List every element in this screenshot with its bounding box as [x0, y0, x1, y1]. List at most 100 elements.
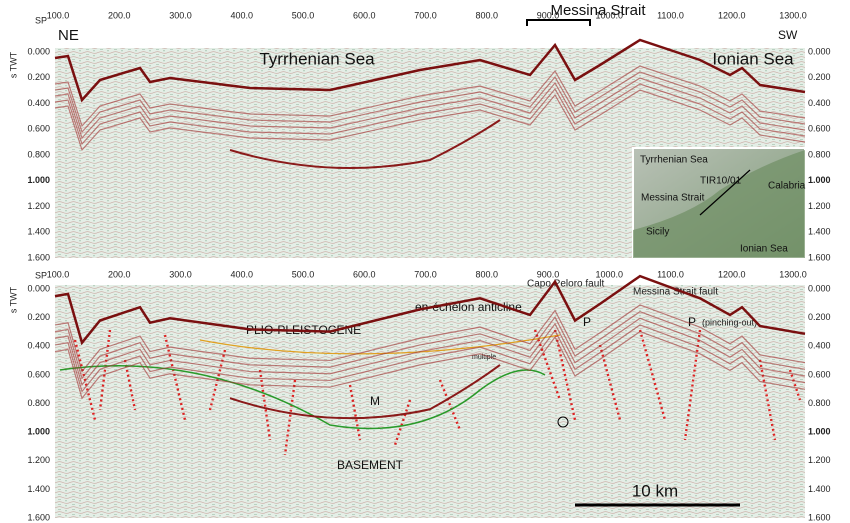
y-tick-label: 1.000: [27, 175, 50, 185]
y-tick-label: 1.200: [27, 455, 50, 465]
annotation: multiple: [472, 354, 496, 361]
header-title: Messina Strait: [550, 2, 646, 19]
reflector: [54, 274, 806, 346]
y-tick-label: 0.600: [808, 369, 831, 379]
y-tick-label: 0.200: [27, 72, 50, 82]
y-tick-label: 1.600: [808, 512, 831, 522]
y-tick-label: 0.000: [27, 46, 50, 56]
x-tick-label: 500.0: [292, 10, 315, 20]
reflector: [54, 330, 806, 400]
y-tick-label: 0.400: [27, 98, 50, 108]
reflector: [54, 83, 806, 146]
reflector: [54, 317, 806, 387]
y-tick-label: 1.200: [808, 455, 831, 465]
y-tick-label: 1.600: [27, 512, 50, 522]
y-tick-label: 0.600: [808, 124, 831, 134]
reflector: [54, 71, 806, 134]
reflector: [54, 65, 806, 128]
y-tick-label: 1.000: [808, 427, 831, 437]
x-tick-label: 1000.0: [595, 10, 623, 20]
y-tick-label: 0.800: [27, 149, 50, 159]
y-tick-label: 1.600: [27, 252, 50, 262]
y-tick-label: 1.000: [27, 427, 50, 437]
inset-map: Tyrrhenian Sea TIR10/01 Calabria Messina…: [632, 147, 806, 259]
y-tick-label: 0.200: [808, 72, 831, 82]
reflector: [229, 119, 501, 169]
strike-slip-symbol: [557, 416, 569, 428]
y-tick-label: 0.800: [808, 149, 831, 159]
x-tick-label: 800.0: [475, 269, 498, 279]
x-tick-label: 1200.0: [718, 269, 746, 279]
annotation: BASEMENT: [337, 458, 404, 472]
region-label: Ionian Sea: [712, 49, 794, 68]
y-tick-label: 1.400: [27, 484, 50, 494]
y-tick-label: 1.400: [808, 484, 831, 494]
x-tick-label: 600.0: [353, 269, 376, 279]
x-tick-label: 1000.0: [595, 269, 623, 279]
reflector: [54, 310, 806, 380]
reflector: [54, 324, 806, 393]
inset-label: TIR10/01: [700, 176, 742, 187]
x-tick-label: 1300.0: [779, 269, 807, 279]
x-tick-label: 700.0: [414, 10, 437, 20]
sp-label: SP: [35, 270, 47, 280]
inset-label: Ionian Sea: [740, 244, 788, 255]
x-tick-label: 100.0: [47, 269, 70, 279]
bracket: [526, 19, 591, 26]
region-label: Tyrrhenian Sea: [259, 49, 375, 68]
y-tick-label: 0.000: [808, 283, 831, 293]
inset-label: Calabria: [768, 181, 806, 192]
x-tick-label: 600.0: [353, 10, 376, 20]
y-axis-label: s TWT: [8, 51, 18, 78]
annotation: M: [370, 394, 380, 408]
x-tick-label: 300.0: [169, 10, 192, 20]
annotation: P: [688, 315, 696, 329]
x-tick-label: 400.0: [230, 10, 253, 20]
y-tick-label: 0.800: [27, 398, 50, 408]
inset-label: Sicily: [646, 227, 669, 238]
x-tick-label: 400.0: [230, 269, 253, 279]
inset-label: Tyrrhenian Sea: [640, 155, 708, 166]
scale-label: 10 km: [632, 481, 678, 500]
x-tick-label: 200.0: [108, 10, 131, 20]
y-tick-label: 1.000: [808, 175, 831, 185]
y-tick-label: 1.200: [808, 201, 831, 211]
y-tick-label: 0.000: [27, 283, 50, 293]
y-axis-label: s TWT: [8, 286, 18, 313]
seismic-section: [55, 285, 805, 518]
reflector: [54, 77, 806, 140]
x-tick-label: 800.0: [475, 10, 498, 20]
reflector: [54, 304, 806, 373]
x-tick-label: 200.0: [108, 269, 131, 279]
y-tick-label: 0.400: [808, 341, 831, 351]
direction: SW: [778, 28, 798, 42]
y-tick-label: 0.600: [27, 124, 50, 134]
y-tick-label: 0.000: [808, 46, 831, 56]
x-tick-label: 700.0: [414, 269, 437, 279]
x-tick-label: 1200.0: [718, 10, 746, 20]
x-tick-label: 900.0: [537, 10, 560, 20]
y-tick-label: 1.600: [808, 252, 831, 262]
y-tick-label: 0.200: [27, 312, 50, 322]
annotation: P: [583, 315, 591, 329]
y-tick-label: 0.600: [27, 369, 50, 379]
reflector: [229, 364, 501, 420]
y-tick-label: 1.400: [27, 227, 50, 237]
x-tick-label: 100.0: [47, 10, 70, 20]
y-tick-label: 0.400: [27, 341, 50, 351]
x-tick-label: 500.0: [292, 269, 315, 279]
sp-label: SP: [35, 15, 47, 25]
y-tick-label: 0.200: [808, 312, 831, 322]
x-tick-label: 300.0: [169, 269, 192, 279]
annotation: Messina Strait fault: [633, 287, 718, 298]
x-tick-label: 1300.0: [779, 10, 807, 20]
x-tick-label: 900.0: [537, 269, 560, 279]
y-tick-label: 1.200: [27, 201, 50, 211]
inset-label: Messina Strait: [641, 193, 705, 204]
reflector: [54, 38, 806, 103]
y-tick-label: 1.400: [808, 227, 831, 237]
x-tick-label: 1100.0: [657, 10, 684, 20]
annotation: (pinching-out): [702, 317, 757, 327]
